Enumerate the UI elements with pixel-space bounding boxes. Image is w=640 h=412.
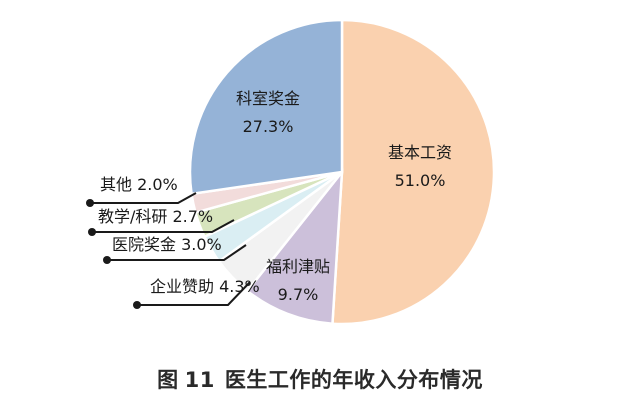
callout-leader-line bbox=[92, 219, 235, 233]
callout-dot bbox=[86, 199, 94, 207]
pie-slice bbox=[331, 18, 496, 326]
pie-slice bbox=[245, 168, 344, 326]
slice-value-label: 51.0% bbox=[395, 171, 446, 190]
figure-caption: 图 11 医生工作的年收入分布情况 bbox=[0, 364, 640, 394]
callout-dot bbox=[133, 301, 141, 309]
figure-title: 医生工作的年收入分布情况 bbox=[224, 368, 483, 392]
slice-label: 基本工资 bbox=[388, 143, 452, 162]
slice-callout-label: 教学/科研 2.7% bbox=[98, 207, 213, 226]
slice-callout-label: 企业赞助 4.3% bbox=[150, 277, 260, 296]
figure-prefix: 图 bbox=[157, 368, 179, 392]
callout-leader-line bbox=[137, 281, 251, 306]
pie-slice bbox=[188, 18, 344, 196]
slice-label: 福利津贴 bbox=[266, 257, 330, 276]
slice-value-label: 27.3% bbox=[243, 117, 294, 136]
slice-label: 科室奖金 bbox=[236, 89, 300, 108]
callout-dot bbox=[88, 228, 96, 236]
slice-value-label: 9.7% bbox=[278, 285, 319, 304]
slice-callout-label: 医院奖金 3.0% bbox=[112, 235, 222, 254]
callout-dot bbox=[103, 256, 111, 264]
figure-number: 11 bbox=[184, 368, 215, 392]
slice-callout-label: 其他 2.0% bbox=[100, 175, 178, 194]
callout-leader-line bbox=[90, 192, 197, 204]
callout-leader-line bbox=[107, 244, 247, 261]
